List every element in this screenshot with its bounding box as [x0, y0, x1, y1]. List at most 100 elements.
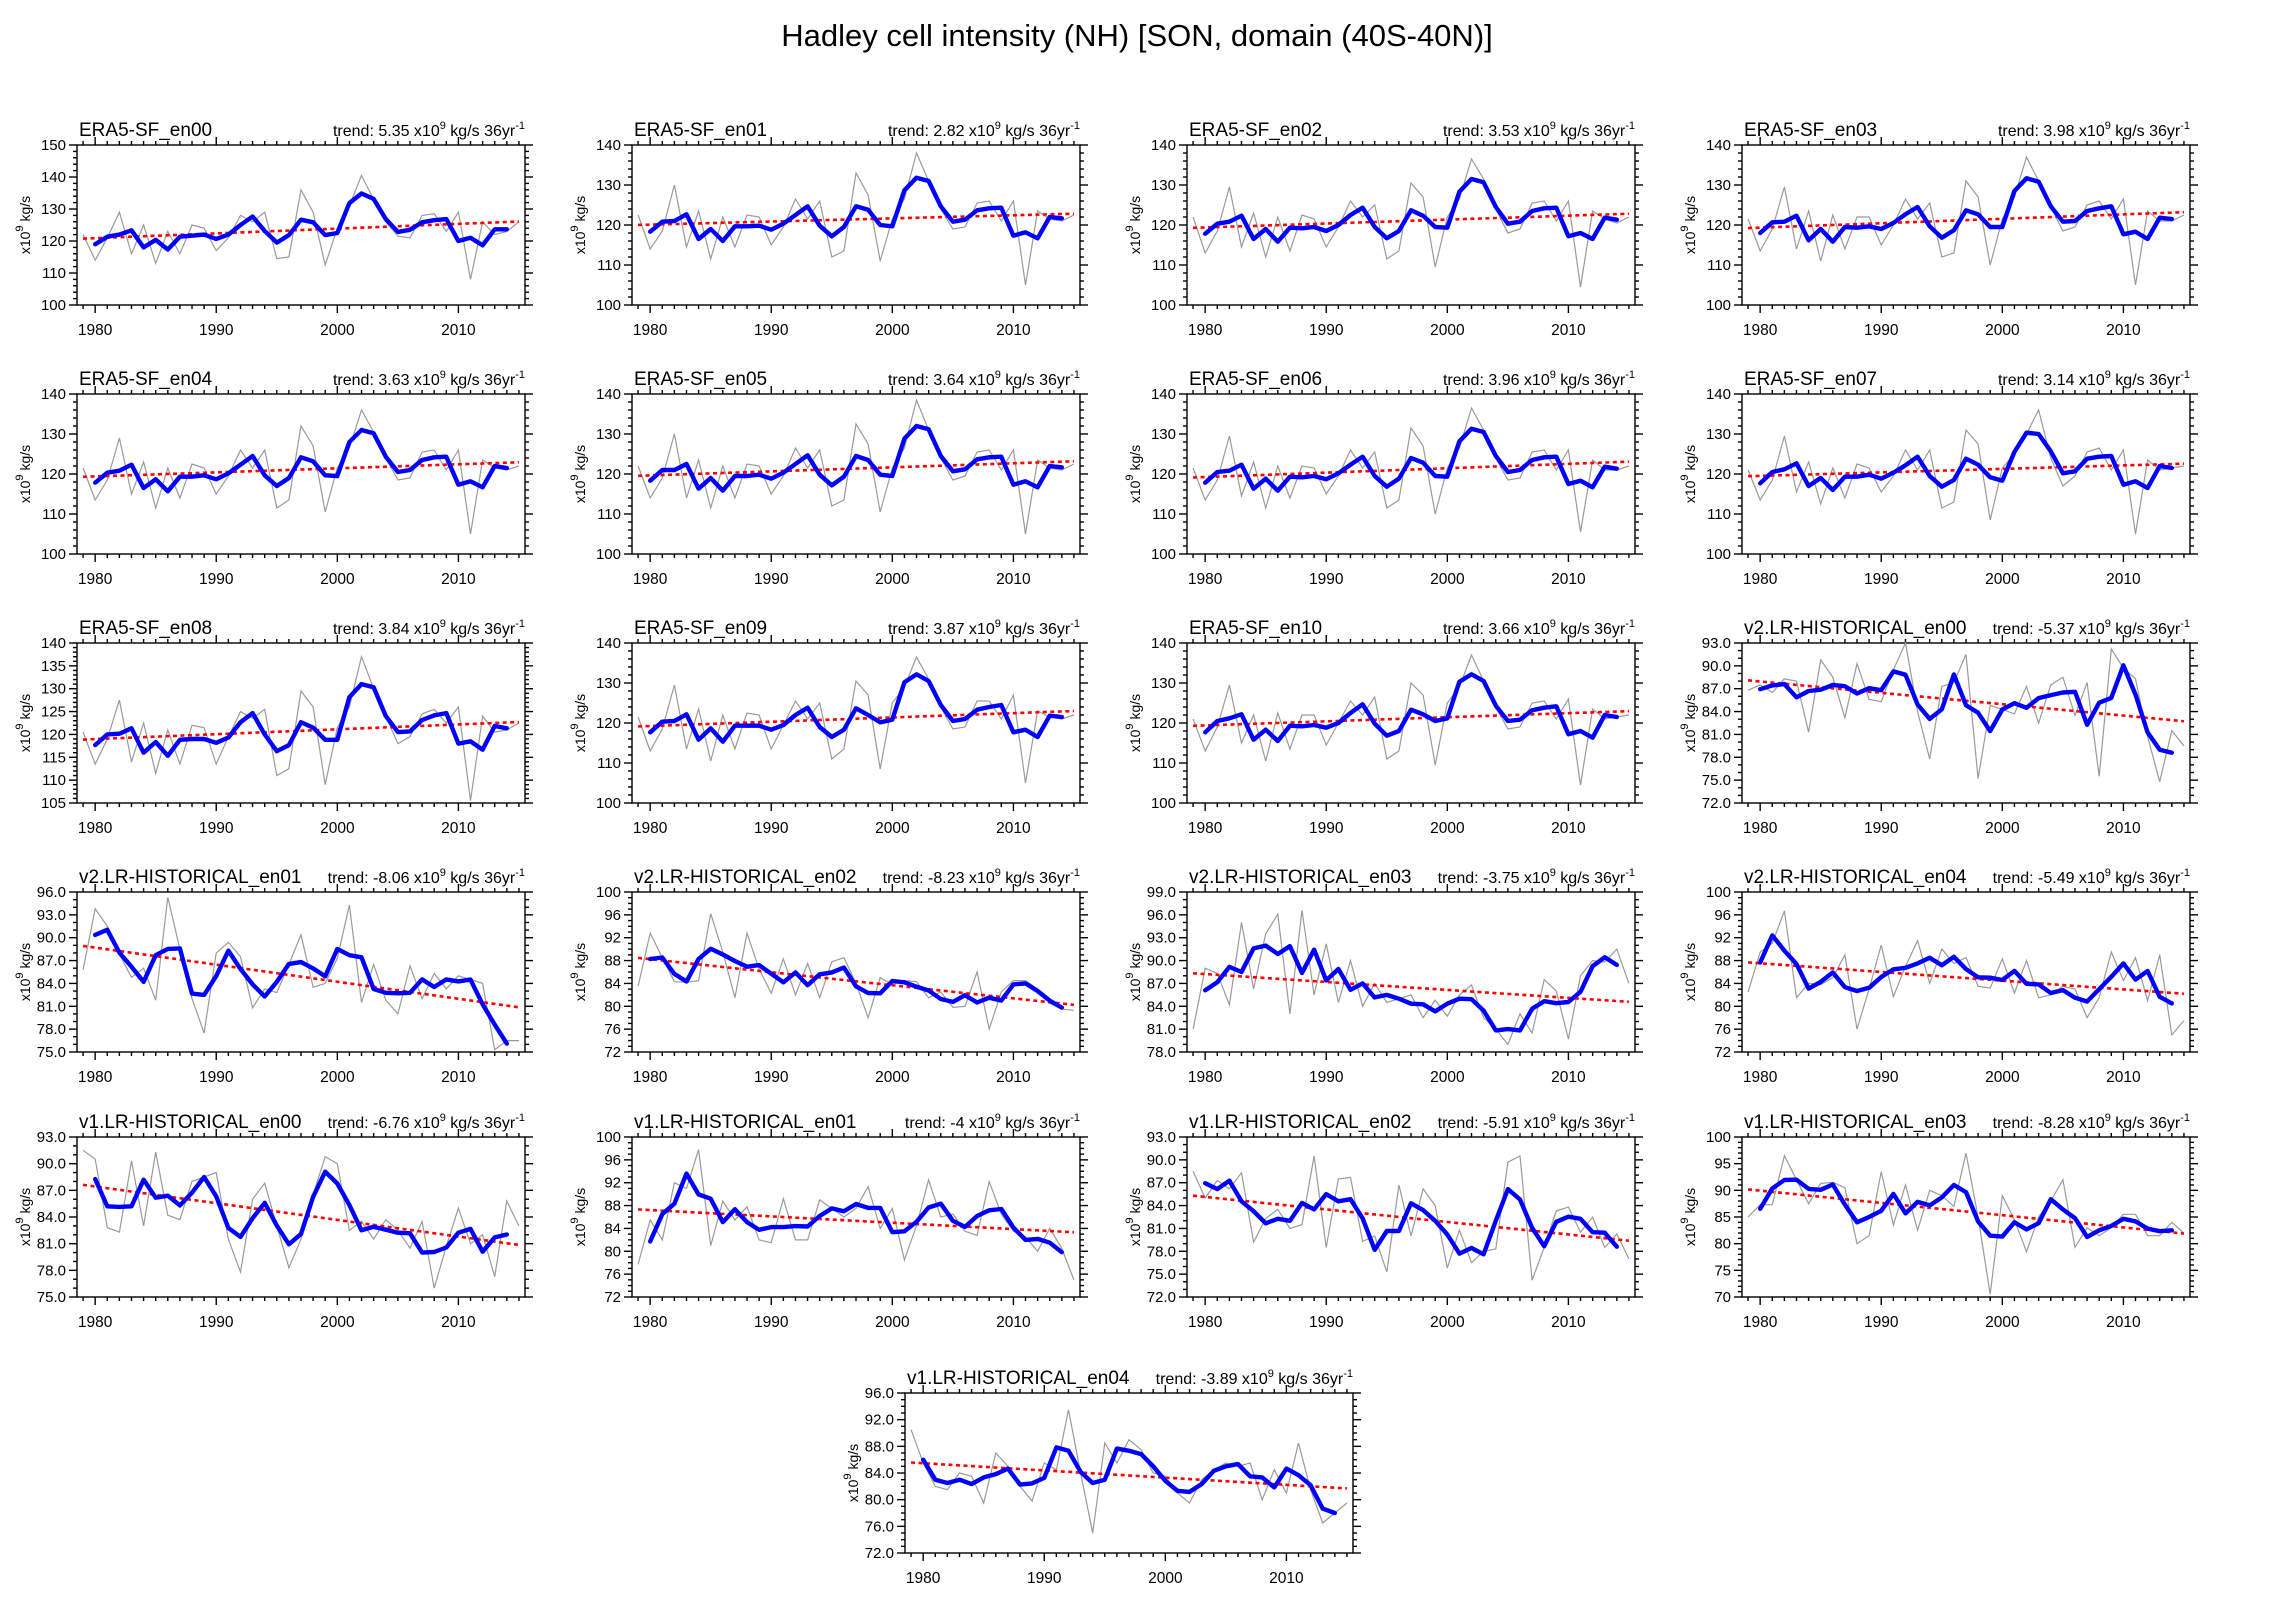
smoothed-series-line	[647, 946, 1064, 1010]
y-axis-unit-label: x109 kg/s	[1124, 694, 1143, 752]
trend-label: trend: -5.37 x109 kg/s 36yr-1	[1993, 618, 2190, 638]
y-tick-label: 72.0	[1147, 1289, 1176, 1306]
y-tick-label: 100	[1706, 297, 1731, 314]
x-tick-label: 1980	[1743, 1314, 1778, 1331]
y-tick-label: 100	[1706, 884, 1731, 901]
y-tick-label: 80	[1714, 1236, 1731, 1253]
y-tick-label: 93.0	[1702, 635, 1731, 652]
x-tick-label: 1990	[754, 1314, 789, 1331]
x-tick-label: 2000	[1985, 571, 2020, 588]
x-tick-label: 2010	[2106, 322, 2141, 339]
trend-label: trend: 5.35 x109 kg/s 36yr-1	[333, 120, 525, 140]
panel-v1.LR-HISTORICAL_en00: v1.LR-HISTORICAL_en00 trend: -6.76 x109 k…	[13, 1109, 568, 1362]
panel-v2.LR-HISTORICAL_en00: v2.LR-HISTORICAL_en00 trend: -5.37 x109 k…	[1678, 615, 2233, 868]
y-tick-label: 90	[1714, 1182, 1731, 1199]
panel-ERA5-SF_en04: ERA5-SF_en04 trend: 3.63 x109 kg/s 36yr-1…	[13, 366, 568, 619]
y-tick-label: 80	[1714, 998, 1731, 1015]
trend-label: trend: 3.64 x109 kg/s 36yr-1	[888, 369, 1080, 389]
y-tick-label: 95	[1714, 1156, 1731, 1173]
y-tick-label: 88	[604, 953, 621, 970]
axes-ticks	[1179, 1129, 1643, 1305]
trend-line	[83, 720, 519, 741]
y-tick-label: 96.0	[1147, 907, 1176, 924]
trend-line	[638, 212, 1074, 227]
smoothed-series-line	[1202, 943, 1619, 1033]
x-tick-label: 2010	[996, 571, 1031, 588]
y-tick-label: 120	[1151, 466, 1176, 483]
y-tick-label: 130	[41, 201, 66, 218]
panel-ERA5-SF_en09: ERA5-SF_en09 trend: 3.87 x109 kg/s 36yr-1…	[568, 615, 1123, 868]
y-tick-label: 110	[1707, 257, 1731, 274]
axes-ticks	[624, 386, 1088, 562]
x-tick-label: 2010	[2106, 820, 2141, 837]
y-tick-label: 72	[604, 1289, 621, 1306]
plot-v2.LR-HISTORICAL_en04: v2.LR-HISTORICAL_en04 trend: -5.49 x109 k…	[1679, 867, 2198, 1086]
raw-series-line	[82, 654, 520, 801]
smoothed-series-line	[1757, 663, 2174, 755]
y-tick-label: 140	[1151, 635, 1176, 652]
panel-title: ERA5-SF_en06	[1189, 369, 1322, 390]
x-tick-label: 1980	[906, 1570, 941, 1587]
y-tick-label: 130	[1706, 177, 1731, 194]
y-tick-label: 120	[596, 715, 621, 732]
trend-label: trend: 3.96 x109 kg/s 36yr-1	[1443, 369, 1635, 389]
panel-v1.LR-HISTORICAL_en03: v1.LR-HISTORICAL_en03 trend: -8.28 x109 k…	[1678, 1109, 2233, 1362]
y-tick-label: 125	[41, 704, 66, 721]
y-tick-label: 76	[604, 1266, 621, 1283]
y-axis-unit-label: x109 kg/s	[1124, 943, 1143, 1001]
y-tick-label: 135	[41, 658, 66, 675]
trend-line	[638, 459, 1074, 478]
trend-label: trend: -5.49 x109 kg/s 36yr-1	[1993, 867, 2190, 887]
panel-title: v1.LR-HISTORICAL_en02	[1189, 1112, 1411, 1133]
trend-line	[1192, 971, 1630, 1004]
x-tick-label: 2000	[875, 571, 910, 588]
y-tick-label: 90.0	[1702, 658, 1731, 675]
y-tick-label: 130	[1151, 426, 1176, 443]
raw-series-line	[1192, 910, 1630, 1046]
raw-series-line	[910, 1409, 1348, 1534]
x-tick-label: 1990	[199, 571, 234, 588]
trend-line	[637, 956, 1075, 1007]
panel-title: v2.LR-HISTORICAL_en02	[634, 867, 856, 888]
y-tick-label: 84.0	[1147, 1198, 1176, 1215]
y-tick-label: 76	[1714, 1021, 1731, 1038]
x-tick-label: 2000	[320, 571, 355, 588]
y-tick-label: 84.0	[1702, 704, 1731, 721]
y-tick-label: 87.0	[1147, 975, 1176, 992]
y-axis-unit-label: x109 kg/s	[569, 943, 588, 1001]
y-tick-label: 130	[1151, 177, 1176, 194]
y-tick-label: 70	[1714, 1289, 1731, 1306]
x-tick-label: 2010	[996, 820, 1031, 837]
y-tick-label: 110	[42, 772, 66, 789]
y-tick-label: 110	[1707, 506, 1731, 523]
y-tick-label: 85	[1714, 1209, 1731, 1226]
axes-ticks	[624, 884, 1088, 1060]
y-tick-label: 110	[1152, 506, 1176, 523]
x-tick-label: 2010	[2106, 571, 2141, 588]
x-tick-label: 2010	[996, 322, 1031, 339]
y-tick-label: 140	[1706, 386, 1731, 403]
y-tick-label: 110	[597, 257, 621, 274]
trend-line	[638, 709, 1074, 728]
panel-title: v1.LR-HISTORICAL_en00	[79, 1112, 301, 1133]
plot-ERA5-SF_en08: ERA5-SF_en08 trend: 3.84 x109 kg/s 36yr-1…	[14, 618, 533, 837]
y-tick-label: 100	[1151, 546, 1176, 563]
y-tick-label: 100	[596, 1129, 621, 1146]
trend-line	[83, 220, 519, 240]
y-tick-label: 90.0	[37, 930, 66, 947]
y-tick-label: 78.0	[1147, 1044, 1176, 1061]
y-tick-label: 88	[604, 1198, 621, 1215]
smoothed-series-line	[92, 427, 509, 494]
plot-ERA5-SF_en02: ERA5-SF_en02 trend: 3.53 x109 kg/s 36yr-1…	[1124, 120, 1643, 339]
plot-ERA5-SF_en06: ERA5-SF_en06 trend: 3.96 x109 kg/s 36yr-1…	[1124, 369, 1643, 588]
smoothed-series-line	[1202, 1178, 1619, 1257]
raw-series-line	[637, 151, 1075, 286]
y-tick-label: 110	[597, 506, 621, 523]
raw-series-line	[637, 1149, 1075, 1281]
y-tick-label: 93.0	[37, 907, 66, 924]
panel-ERA5-SF_en06: ERA5-SF_en06 trend: 3.96 x109 kg/s 36yr-1…	[1123, 366, 1678, 619]
y-axis-unit-label: x109 kg/s	[1679, 1188, 1698, 1246]
trend-label: trend: 3.87 x109 kg/s 36yr-1	[888, 618, 1080, 638]
y-tick-label: 110	[1152, 257, 1176, 274]
y-tick-label: 84.0	[865, 1465, 894, 1482]
